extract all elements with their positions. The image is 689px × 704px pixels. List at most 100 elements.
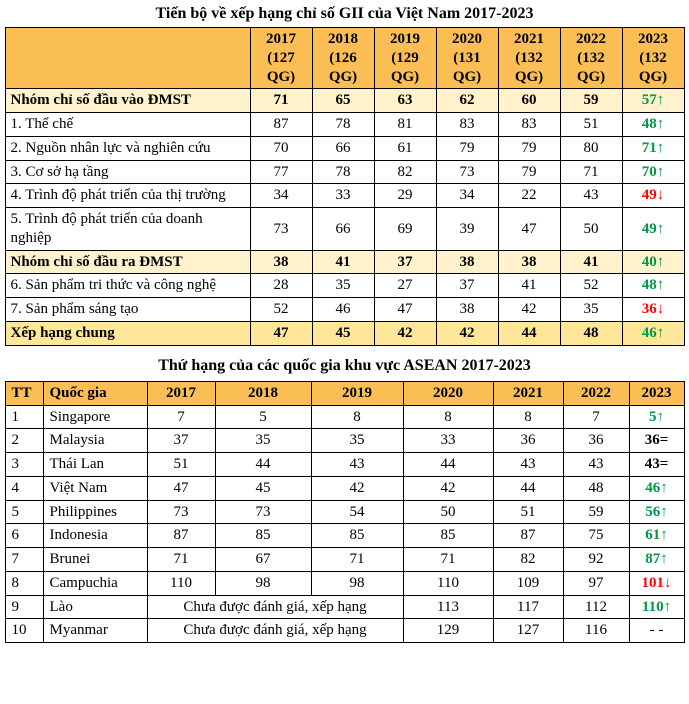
- rank-value: 113: [402, 594, 494, 620]
- rank-value: 127: [492, 618, 564, 644]
- rank-value-2023: 46↑: [628, 475, 685, 501]
- rank-value: 78: [311, 112, 375, 137]
- rank-value: 37: [146, 428, 216, 454]
- not-ranked-note: Chưa được đánh giá, xếp hạng: [146, 594, 404, 620]
- rank-value: 110: [402, 570, 494, 596]
- rank-value-2023: 101↓: [628, 570, 685, 596]
- rank-value: 71: [249, 88, 313, 114]
- rank-value: 29: [373, 183, 437, 209]
- rank-value: 44: [492, 475, 564, 501]
- table-row: 5 Philippines 73 73 54 50 51 59 56↑: [4, 499, 685, 525]
- country-name: Việt Nam: [42, 475, 148, 501]
- row-number: 8: [4, 570, 44, 596]
- year-label: 2019: [390, 31, 420, 48]
- year-header-2017: 2017: [146, 380, 216, 406]
- rank-value: 38: [249, 249, 313, 275]
- rank-value-2023: 40↑: [621, 249, 685, 275]
- rank-value-2023: 71↑: [621, 135, 685, 161]
- rank-value: 98: [214, 570, 312, 596]
- rank-value: 42: [310, 475, 404, 501]
- table-row: 6 Indonesia 87 85 85 85 87 75 61↑: [4, 523, 685, 549]
- rank-value: 54: [310, 499, 404, 525]
- rank-value-2023: 43=: [628, 452, 685, 477]
- page: Tiến bộ về xếp hạng chỉ số GII của Việt …: [4, 5, 685, 644]
- year-header-2023: 2023 (132 QG): [621, 27, 685, 90]
- indicator-label: 7. Sản phẩm sáng tạo: [4, 297, 251, 322]
- rank-value-2023: 48↑: [621, 273, 685, 299]
- country-count-label: (131 QG): [452, 49, 482, 85]
- rank-value: 51: [492, 499, 564, 525]
- year-label: 2022: [576, 31, 606, 48]
- rank-value: 44: [497, 320, 561, 346]
- rank-value: 7: [562, 404, 630, 430]
- rank-value: 63: [373, 88, 437, 114]
- year-label: 2017: [266, 31, 296, 48]
- rank-value: 65: [311, 88, 375, 114]
- rank-value-2023: 46↑: [621, 320, 685, 346]
- rank-value: 92: [562, 547, 630, 572]
- row-number: 7: [4, 547, 44, 572]
- rank-value: 52: [559, 273, 623, 299]
- country-count-label: (126 QG): [328, 49, 358, 85]
- rank-value: 71: [402, 547, 494, 572]
- rank-value: 27: [373, 273, 437, 299]
- rank-value: 61: [373, 135, 437, 161]
- rank-value-2023: - -: [628, 618, 685, 644]
- rank-value: 85: [310, 523, 404, 549]
- table-row: 2 Malaysia 37 35 35 33 36 36 36=: [4, 428, 685, 454]
- rank-value-2023: 56↑: [628, 499, 685, 525]
- country-name: Singapore: [42, 404, 148, 430]
- year-header-2018: 2018 (126 QG): [311, 27, 375, 90]
- rank-value: 112: [562, 594, 630, 620]
- rank-value: 73: [146, 499, 216, 525]
- rank-value: 36: [562, 428, 630, 454]
- rank-value: 47: [497, 207, 561, 251]
- rank-value: 43: [562, 452, 630, 477]
- table-row-overall-rank: Xếp hạng chung 47 45 42 42 44 48 46↑: [4, 320, 685, 346]
- tt-header: TT: [4, 380, 44, 406]
- table-row: 3. Cơ sở hạ tầng 77 78 82 73 79 71 70↑: [4, 159, 685, 185]
- year-label: 2020: [452, 31, 482, 48]
- indicator-label: Nhóm chỉ số đầu vào ĐMST: [4, 88, 251, 114]
- not-ranked-note: Chưa được đánh giá, xếp hạng: [146, 618, 404, 644]
- rank-value: 70: [249, 135, 313, 161]
- rank-value: 47: [249, 320, 313, 346]
- year-header-2023: 2023: [628, 380, 685, 406]
- rank-value: 67: [214, 547, 312, 572]
- rank-value: 73: [435, 159, 499, 185]
- table-row: 10 Myanmar Chưa được đánh giá, xếp hạng …: [4, 618, 685, 644]
- rank-value: 41: [311, 249, 375, 275]
- rank-value: 116: [562, 618, 630, 644]
- indicator-label: Nhóm chỉ số đầu ra ĐMST: [4, 249, 251, 275]
- year-header-2019: 2019 (129 QG): [373, 27, 437, 90]
- year-header-2018: 2018: [214, 380, 312, 406]
- rank-value: 45: [214, 475, 312, 501]
- gii-progress-table: 2017 (127 QG) 2018 (126 QG) 2019 (129 QG) 2…: [4, 27, 685, 346]
- rank-value: 46: [311, 297, 375, 322]
- rank-value-2023: 49↑: [621, 207, 685, 251]
- rank-value: 87: [492, 523, 564, 549]
- rank-value-2023: 87↑: [628, 547, 685, 572]
- rank-value: 42: [373, 320, 437, 346]
- rank-value: 42: [402, 475, 494, 501]
- year-header-2017: 2017 (127 QG): [249, 27, 313, 90]
- row-number: 9: [4, 594, 44, 620]
- table-row: 3 Thái Lan 51 44 43 44 43 43 43=: [4, 452, 685, 477]
- row-number: 3: [4, 452, 44, 477]
- rank-value-2023: 48↑: [621, 112, 685, 137]
- year-label: 2018: [328, 31, 358, 48]
- table1-header-row: 2017 (127 QG) 2018 (126 QG) 2019 (129 QG) 2…: [4, 27, 685, 90]
- rank-value: 73: [214, 499, 312, 525]
- rank-value: 8: [492, 404, 564, 430]
- year-header-2021: 2021: [492, 380, 564, 406]
- rank-value: 98: [310, 570, 404, 596]
- rank-value: 52: [249, 297, 313, 322]
- country-name: Myanmar: [42, 618, 148, 644]
- table-row: 5. Trình độ phát triển của doanh nghiệp …: [4, 207, 685, 251]
- country-name: Lào: [42, 594, 148, 620]
- gii-table-title: Tiến bộ về xếp hạng chỉ số GII của Việt …: [155, 5, 534, 22]
- rank-value: 43: [559, 183, 623, 209]
- rank-value: 43: [492, 452, 564, 477]
- table-row: 7. Sản phẩm sáng tạo 52 46 47 38 42 35 3…: [4, 297, 685, 322]
- rank-value: 79: [435, 135, 499, 161]
